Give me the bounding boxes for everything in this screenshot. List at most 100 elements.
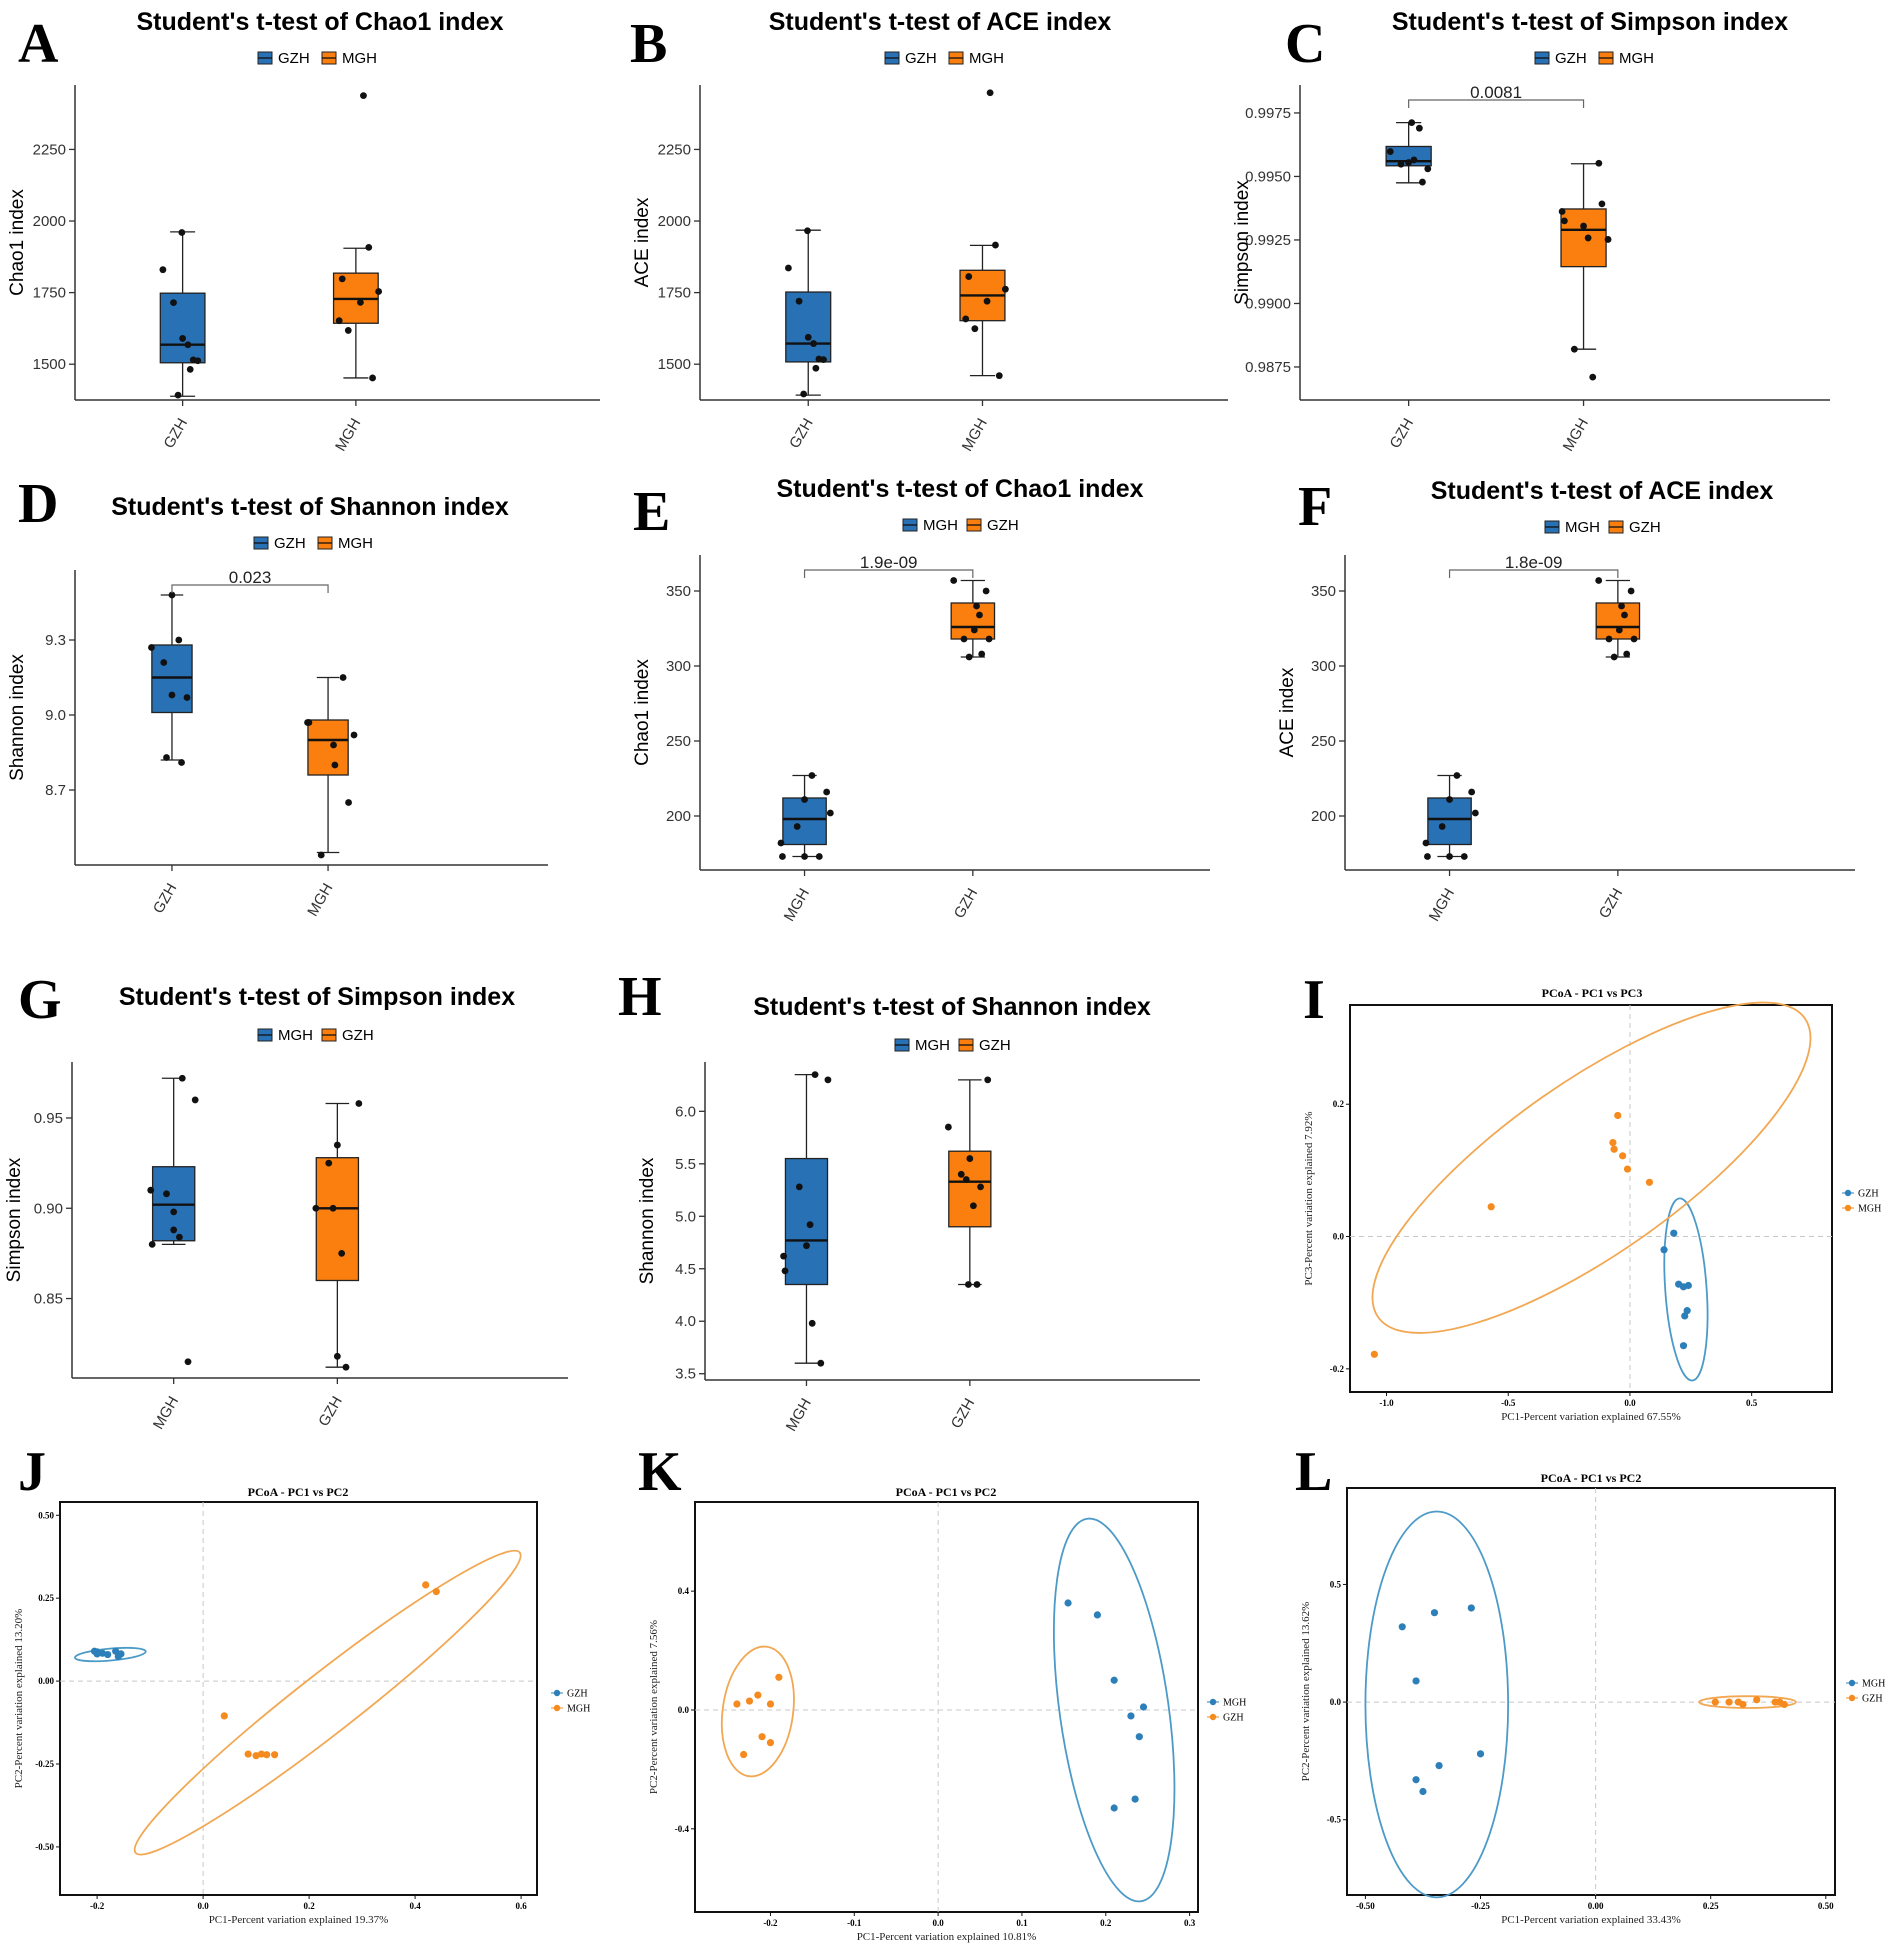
data-point	[995, 372, 1003, 380]
data-point	[957, 1170, 965, 1178]
data-point	[178, 759, 185, 766]
x-tick-label: 0.0	[197, 1901, 209, 1911]
panel-letter: E	[633, 481, 670, 543]
data-point	[1725, 1698, 1733, 1706]
panel-letter: A	[18, 13, 59, 75]
box-mgh	[147, 1074, 199, 1366]
y-tick-label: 2250	[33, 141, 66, 158]
confidence-ellipse	[133, 1549, 522, 1856]
legend-label-gzh: GZH	[1555, 50, 1587, 67]
data-point	[333, 1352, 341, 1360]
panel-letter: D	[18, 473, 58, 535]
legend: MGH GZH	[1207, 1698, 1246, 1724]
data-point	[432, 1587, 440, 1596]
data-point	[978, 650, 986, 658]
data-point	[1093, 1611, 1101, 1619]
data-point	[357, 298, 364, 306]
panel-c-legend: GZH MGH	[1534, 50, 1654, 67]
data-point	[1595, 159, 1603, 167]
x-tick-label: -0.2	[763, 1918, 778, 1928]
box-body	[948, 1150, 992, 1228]
legend-label-gzh: GZH	[987, 517, 1019, 534]
data-point	[168, 591, 176, 599]
data-point	[1684, 1281, 1692, 1290]
x-tick-label: MGH	[783, 1396, 815, 1435]
data-point	[1001, 285, 1009, 293]
legend-label-mgh: MGH	[278, 1027, 313, 1044]
legend-label-mgh: MGH	[1223, 1698, 1246, 1709]
data-point	[1630, 635, 1638, 643]
data-point	[1609, 1139, 1617, 1147]
confidence-ellipse	[1371, 1001, 1812, 1334]
data-point	[184, 341, 192, 349]
data-point	[159, 266, 167, 274]
box-body	[1595, 602, 1641, 640]
group-mgh	[1052, 1517, 1176, 1903]
data-point	[1135, 1733, 1143, 1741]
data-point	[257, 1750, 265, 1758]
x-tick-label: 0.5	[1746, 1398, 1758, 1408]
data-point	[1471, 809, 1479, 817]
data-point	[325, 1159, 333, 1167]
panel-h-legend: MGH GZH	[894, 1037, 1011, 1054]
data-point	[733, 1700, 741, 1708]
data-point	[960, 635, 968, 643]
y-tick-label: 2250	[658, 141, 691, 158]
y-tick-label: 200	[1311, 808, 1336, 825]
confidence-ellipse	[1663, 1197, 1709, 1382]
legend-swatch	[321, 1028, 337, 1042]
data-point	[766, 1700, 775, 1708]
box-mgh	[1558, 159, 1612, 381]
legend-swatch	[253, 536, 269, 550]
data-point	[785, 264, 792, 272]
data-point	[1615, 626, 1623, 634]
y-tick-label: 0.9900	[1245, 295, 1291, 312]
box-body	[784, 1157, 829, 1286]
data-point	[1618, 602, 1625, 610]
plot-frame	[59, 1501, 538, 1896]
y-tick-label: 250	[666, 733, 691, 750]
legend-swatch	[958, 1038, 974, 1052]
group-gzh	[720, 1645, 795, 1778]
legend-swatch	[1608, 520, 1624, 534]
data-point	[973, 602, 980, 610]
x-tick-label: GZH	[150, 881, 181, 917]
panel-letter: C	[1285, 13, 1325, 75]
x-tick-label: MGH	[304, 881, 336, 920]
data-point	[1753, 1696, 1761, 1704]
plot-frame	[1346, 1487, 1836, 1896]
data-point	[1435, 1762, 1443, 1770]
chart-title: PCoA - PC1 vs PC3	[1542, 986, 1643, 1000]
x-tick-label: GZH	[948, 1396, 979, 1432]
y-tick-label: 6.0	[675, 1103, 696, 1120]
p-value-label: 0.0081	[1470, 83, 1522, 102]
x-tick-label: GZH	[1387, 416, 1418, 452]
data-point	[976, 611, 983, 619]
data-point	[766, 1739, 775, 1747]
bracket-line	[1408, 99, 1585, 108]
data-point	[793, 823, 801, 830]
data-point	[168, 691, 176, 699]
data-point	[992, 241, 999, 249]
data-point	[1580, 222, 1587, 230]
data-point	[1424, 165, 1432, 173]
box-mgh	[304, 674, 358, 859]
data-point	[317, 851, 325, 859]
data-point	[740, 1750, 748, 1759]
panel-a: A Student's t-test of Chao1 index GZH MGH 15…	[7, 8, 600, 454]
data-point	[1405, 159, 1413, 166]
legend: GZH MGH	[551, 1689, 590, 1715]
panel-f-legend: MGH GZH	[1544, 519, 1661, 536]
y-tick-label: -0.4	[675, 1824, 690, 1834]
data-point	[1419, 1787, 1427, 1796]
chart-title: Student's t-test of ACE index	[1431, 477, 1774, 505]
data-point	[983, 297, 991, 305]
data-point	[970, 1202, 977, 1210]
chart-title: Student's t-test of Shannon index	[111, 493, 509, 521]
data-point	[422, 1581, 430, 1589]
data-point	[1614, 1111, 1622, 1120]
y-tick-label: 0.90	[34, 1200, 63, 1217]
confidence-ellipse	[1052, 1517, 1176, 1903]
y-tick-label: -0.5	[1327, 1815, 1342, 1825]
data-point	[1139, 1703, 1148, 1711]
